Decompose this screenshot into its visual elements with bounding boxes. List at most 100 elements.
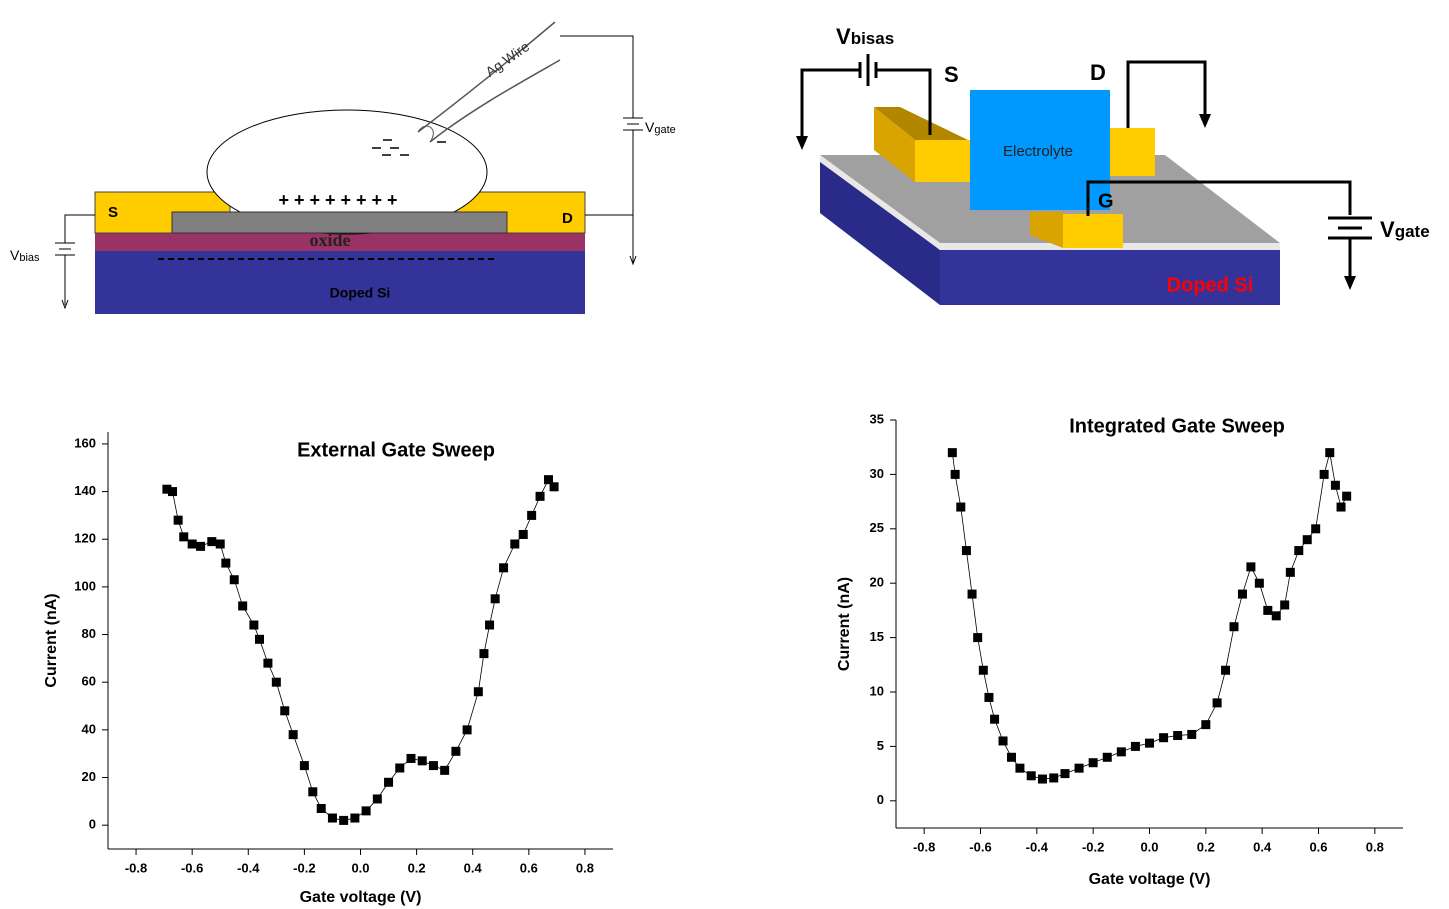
data-point <box>956 502 966 512</box>
electrolyte-drop <box>206 109 488 235</box>
x-tick-label: -0.2 <box>293 860 315 875</box>
gate-voltage-label: Vgate <box>1380 217 1430 242</box>
data-point <box>1319 469 1329 479</box>
ag-wire-label: Ag Wire <box>482 38 532 80</box>
data-point <box>543 475 553 485</box>
data-point <box>1336 502 1346 512</box>
data-point <box>1116 747 1126 757</box>
substrate-front <box>940 250 1280 305</box>
bias-voltage-label: Vbisas <box>836 24 894 49</box>
data-point <box>1130 741 1140 751</box>
oxide-label: oxide <box>309 230 350 250</box>
y-tick-label: 20 <box>870 575 884 590</box>
source-pad-top <box>874 107 968 140</box>
data-point <box>535 491 545 501</box>
data-point <box>1342 491 1352 501</box>
x-axis-label: Gate voltage (V) <box>1089 871 1211 888</box>
external-gate-diagram: Ag Wire + + + + + + + + S D oxide Doped … <box>10 21 676 314</box>
data-point <box>395 763 405 773</box>
data-point <box>1006 752 1016 762</box>
data-point <box>490 594 500 604</box>
y-axis-label: Current (nA) <box>836 577 853 671</box>
x-tick-label: 0.6 <box>1309 839 1327 854</box>
x-tick-label: -0.4 <box>237 860 260 875</box>
data-point <box>1145 738 1154 748</box>
gate-circuit <box>560 35 643 266</box>
y-tick-label: 80 <box>82 626 96 641</box>
data-point <box>187 539 197 549</box>
ag-wire <box>417 21 561 143</box>
data-point <box>215 539 225 549</box>
data-point <box>947 448 957 458</box>
data-line <box>166 478 555 821</box>
data-point <box>1246 562 1256 572</box>
data-point <box>1088 758 1098 768</box>
data-point <box>350 813 360 823</box>
bias-circuit <box>800 54 1372 280</box>
data-point <box>1271 611 1281 621</box>
data-point <box>417 756 427 766</box>
wire-tip <box>417 125 434 143</box>
y-tick-label: 25 <box>870 520 884 535</box>
data-point <box>1311 524 1321 534</box>
bias-subscript: bias <box>19 252 40 264</box>
x-tick-label: -0.2 <box>1082 839 1104 854</box>
data-point <box>173 515 183 525</box>
data-point <box>196 541 206 551</box>
x-tick-label: 0.0 <box>1140 839 1158 854</box>
data-point <box>1325 448 1335 458</box>
y-tick-label: 20 <box>82 769 96 784</box>
substrate-label: Doped Si <box>330 285 391 301</box>
data-point <box>527 510 537 520</box>
data-point <box>479 649 489 659</box>
data-point <box>473 687 483 697</box>
data-point <box>1254 578 1264 588</box>
data-point <box>339 815 349 825</box>
data-point <box>998 736 1008 746</box>
data-point <box>1229 622 1239 632</box>
data-point <box>263 658 273 668</box>
x-tick-label: 0.0 <box>351 860 369 875</box>
data-point <box>299 761 309 771</box>
data-point <box>162 484 172 494</box>
data-point <box>1060 769 1070 779</box>
bias-symbol: V <box>836 24 851 49</box>
data-point <box>327 813 337 823</box>
data-point <box>499 563 509 573</box>
data-point <box>1294 546 1304 556</box>
data-point <box>249 620 259 630</box>
x-tick-label: 0.4 <box>464 860 483 875</box>
data-point <box>207 537 217 547</box>
positive-charges: + + + + + + + + <box>278 190 397 210</box>
data-point <box>428 761 438 771</box>
x-tick-label: -0.8 <box>913 839 935 854</box>
data-point <box>179 532 189 542</box>
y-tick-label: 10 <box>870 683 884 698</box>
x-tick-label: -0.4 <box>1026 839 1049 854</box>
drain-label: D <box>1090 60 1106 85</box>
x-tick-label: 0.4 <box>1253 839 1272 854</box>
chart: 0 20 40 60 80 100 120 140 160 -0.8 -0.6 -0.4 -0.2 0.0… <box>43 432 613 906</box>
data-point <box>406 753 416 763</box>
x-tick-label: 0.2 <box>408 860 426 875</box>
data-point <box>1026 771 1036 781</box>
data-point <box>990 714 1000 724</box>
x-tick-label: 0.2 <box>1197 839 1215 854</box>
data-line <box>951 452 1348 780</box>
data-point <box>1173 731 1183 741</box>
arrowheads <box>796 114 1356 290</box>
integrated-gate-diagram: Electrolyte Vbisas S D G Vgate Doped Si <box>796 24 1430 305</box>
source-label: S <box>944 62 959 87</box>
data-point <box>288 730 298 740</box>
chart: 0 5 10 15 20 25 30 35 -0.8 -0.6 -0.4 -0.2 0.0 0.2 0.4 0… <box>836 411 1403 888</box>
y-tick-label: 140 <box>74 483 96 498</box>
gate-label: G <box>1098 190 1114 212</box>
y-tick-label: 35 <box>870 411 884 426</box>
data-point <box>229 575 239 585</box>
chart-title: Integrated Gate Sweep <box>1069 415 1285 437</box>
data-point <box>1049 773 1059 783</box>
data-point <box>221 558 231 568</box>
gate-subscript: gate <box>1395 222 1430 241</box>
data-point <box>1037 774 1047 784</box>
data-point <box>973 633 983 643</box>
